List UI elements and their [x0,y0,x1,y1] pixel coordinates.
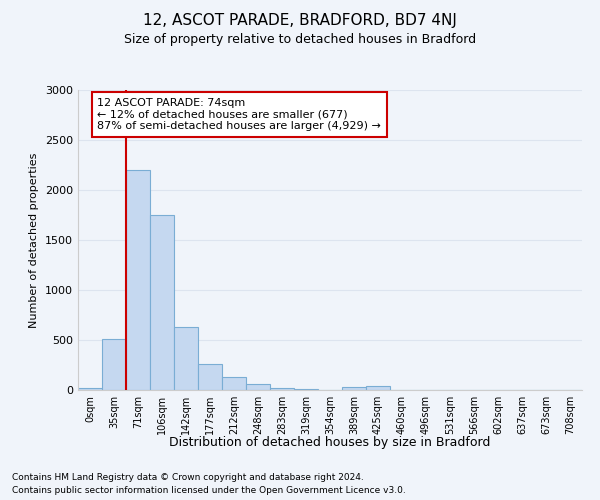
Text: 12 ASCOT PARADE: 74sqm
← 12% of detached houses are smaller (677)
87% of semi-de: 12 ASCOT PARADE: 74sqm ← 12% of detached… [97,98,381,131]
Bar [198,364,222,390]
Bar [270,388,294,390]
Y-axis label: Number of detached properties: Number of detached properties [29,152,40,328]
Bar [294,389,318,390]
Text: Distribution of detached houses by size in Bradford: Distribution of detached houses by size … [169,436,491,449]
Bar [246,384,270,390]
Bar [126,170,150,390]
Bar [222,377,246,390]
Text: Contains HM Land Registry data © Crown copyright and database right 2024.: Contains HM Land Registry data © Crown c… [12,472,364,482]
Bar [150,215,174,390]
Text: Size of property relative to detached houses in Bradford: Size of property relative to detached ho… [124,32,476,46]
Text: 12, ASCOT PARADE, BRADFORD, BD7 4NJ: 12, ASCOT PARADE, BRADFORD, BD7 4NJ [143,12,457,28]
Text: Contains public sector information licensed under the Open Government Licence v3: Contains public sector information licen… [12,486,406,495]
Bar [78,388,102,390]
Bar [342,386,366,390]
Bar [366,386,390,390]
Bar [174,326,198,390]
Bar [102,339,126,390]
